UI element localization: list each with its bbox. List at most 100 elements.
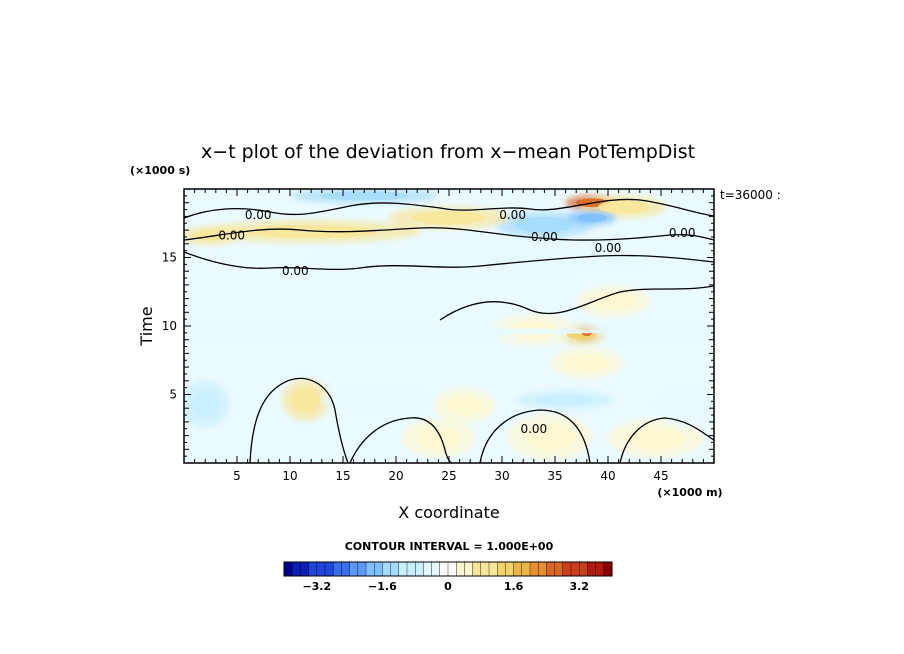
- y-axis-label: Time: [137, 306, 156, 346]
- colorbar-segment-13: [390, 561, 400, 577]
- chart-title: x−t plot of the deviation from x−mean Po…: [201, 141, 695, 163]
- colorbar-segment-31: [538, 561, 547, 577]
- field-core-3: [514, 216, 575, 233]
- colorbar-segment-9: [357, 561, 367, 577]
- field-core-5: [411, 211, 487, 225]
- colorbar-segment-4: [316, 561, 326, 577]
- field-core-15: [446, 395, 484, 416]
- contour-label-2: 0.00: [218, 229, 245, 243]
- x-tick-label-7: 40: [600, 469, 615, 483]
- contour-label-6: 0.00: [282, 264, 309, 278]
- colorbar-segment-39: [603, 561, 613, 577]
- contour-layer: [184, 198, 714, 463]
- field-core-8: [376, 253, 585, 267]
- colorbar-segment-6: [333, 561, 342, 577]
- field-core-23: [260, 328, 617, 335]
- x-axis-label: X coordinate: [398, 503, 499, 522]
- contour-line-left: [249, 377, 349, 463]
- colorbar-segment-10: [365, 561, 375, 577]
- colorbar-segment-7: [341, 561, 350, 577]
- colorbar-segment-8: [349, 561, 359, 577]
- field-core-17: [523, 423, 576, 451]
- colorbar-segment-24: [480, 561, 490, 577]
- x-unit-label: (×1000 m): [657, 486, 722, 499]
- colorbar-segment-32: [546, 561, 556, 577]
- y-tick-label-0: 5: [169, 388, 177, 402]
- field-core-2: [319, 191, 409, 201]
- time-stamp-label: t=36000 :: [720, 188, 781, 202]
- field-core-16: [416, 427, 461, 450]
- colorbar-segment-29: [521, 561, 531, 577]
- field-core-20: [341, 393, 409, 407]
- colorbar-segment-38: [595, 561, 605, 577]
- contour-label-7: 0.00: [520, 422, 547, 436]
- colorbar-segment-3: [308, 561, 318, 577]
- contour-label-1: 0.00: [499, 208, 526, 222]
- contour-line-center: [439, 285, 714, 321]
- field-core-11: [591, 292, 636, 311]
- field-core-layer: [190, 191, 707, 451]
- colorbar-segment-34: [562, 561, 572, 577]
- colorbar-tick-label-4: 3.2: [569, 580, 589, 593]
- contour-line-bottom-1: [349, 417, 453, 463]
- contour-line-bottom-2: [479, 409, 591, 463]
- x-tick-label-8: 45: [653, 469, 668, 483]
- x-tick-label-4: 25: [441, 469, 456, 483]
- field-core-14: [291, 387, 321, 413]
- field-core-4: [577, 213, 607, 223]
- colorbar-tick-label-2: 0: [444, 580, 452, 593]
- colorbar-segment-20: [447, 561, 457, 577]
- x-tick-label-3: 20: [388, 469, 403, 483]
- colorbar-segment-25: [488, 561, 498, 577]
- colorbar-segment-5: [324, 561, 334, 577]
- contour-line-lower: [184, 251, 714, 271]
- field-core-13: [564, 354, 610, 372]
- field-core-1: [597, 200, 650, 214]
- colorbar-tick-label-3: 1.6: [504, 580, 524, 593]
- colorbar-segment-35: [570, 561, 580, 577]
- y-tick-label-2: 15: [162, 251, 177, 265]
- contour-label-4: 0.00: [595, 241, 622, 255]
- y-unit-label: (×1000 s): [130, 164, 190, 177]
- colorbar-segment-12: [382, 561, 391, 577]
- x-tick-label-0: 5: [233, 469, 241, 483]
- colorbar-tick-label-0: −3.2: [302, 580, 331, 593]
- colorbar-segment-19: [439, 561, 449, 577]
- colorbar-segment-11: [374, 561, 383, 577]
- colorbar-segment-30: [529, 561, 539, 577]
- colorbar-segment-23: [472, 561, 482, 577]
- field-core-21: [535, 394, 596, 406]
- y-axis-ticks: 5 10 15: [162, 188, 714, 464]
- field-core-22: [668, 397, 707, 420]
- colorbar-segment-14: [398, 561, 408, 577]
- colorbar-segment-36: [579, 561, 588, 577]
- x-axis-ticks: 5 10 15 20 25 30 35 40 45: [183, 189, 715, 483]
- contour-line-upper: [184, 198, 714, 219]
- y-tick-label-1: 10: [162, 319, 177, 333]
- colorbar: [283, 561, 613, 577]
- x-tick-label-1: 10: [282, 469, 297, 483]
- colorbar-segment-27: [505, 561, 514, 577]
- contour-line-mid: [184, 227, 714, 241]
- contour-interval-label: CONTOUR INTERVAL = 1.000E+00: [345, 540, 554, 553]
- colorbar-segment-16: [415, 561, 424, 577]
- colorbar-segment-26: [497, 561, 506, 577]
- colorbar-segment-21: [456, 561, 465, 577]
- contour-line-bottom-3: [619, 417, 714, 463]
- colorbar-segment-18: [431, 561, 441, 577]
- contour-label-0: 0.00: [245, 208, 272, 222]
- colorbar-segment-2: [300, 561, 309, 577]
- colorbar-ticks: −3.2 −1.6 0 1.6 3.2: [302, 580, 589, 593]
- colorbar-segment-0: [283, 561, 293, 577]
- contour-label-5: 0.00: [669, 226, 696, 240]
- x-tick-label-5: 30: [494, 469, 509, 483]
- colorbar-segment-1: [292, 561, 301, 577]
- x-tick-label-2: 15: [335, 469, 350, 483]
- contour-label-3: 0.00: [531, 230, 558, 244]
- field-core-19: [190, 390, 221, 418]
- colorbar-segment-28: [513, 561, 523, 577]
- colorbar-segment-33: [554, 561, 564, 577]
- colorbar-segment-17: [423, 561, 432, 577]
- x-tick-label-6: 35: [547, 469, 562, 483]
